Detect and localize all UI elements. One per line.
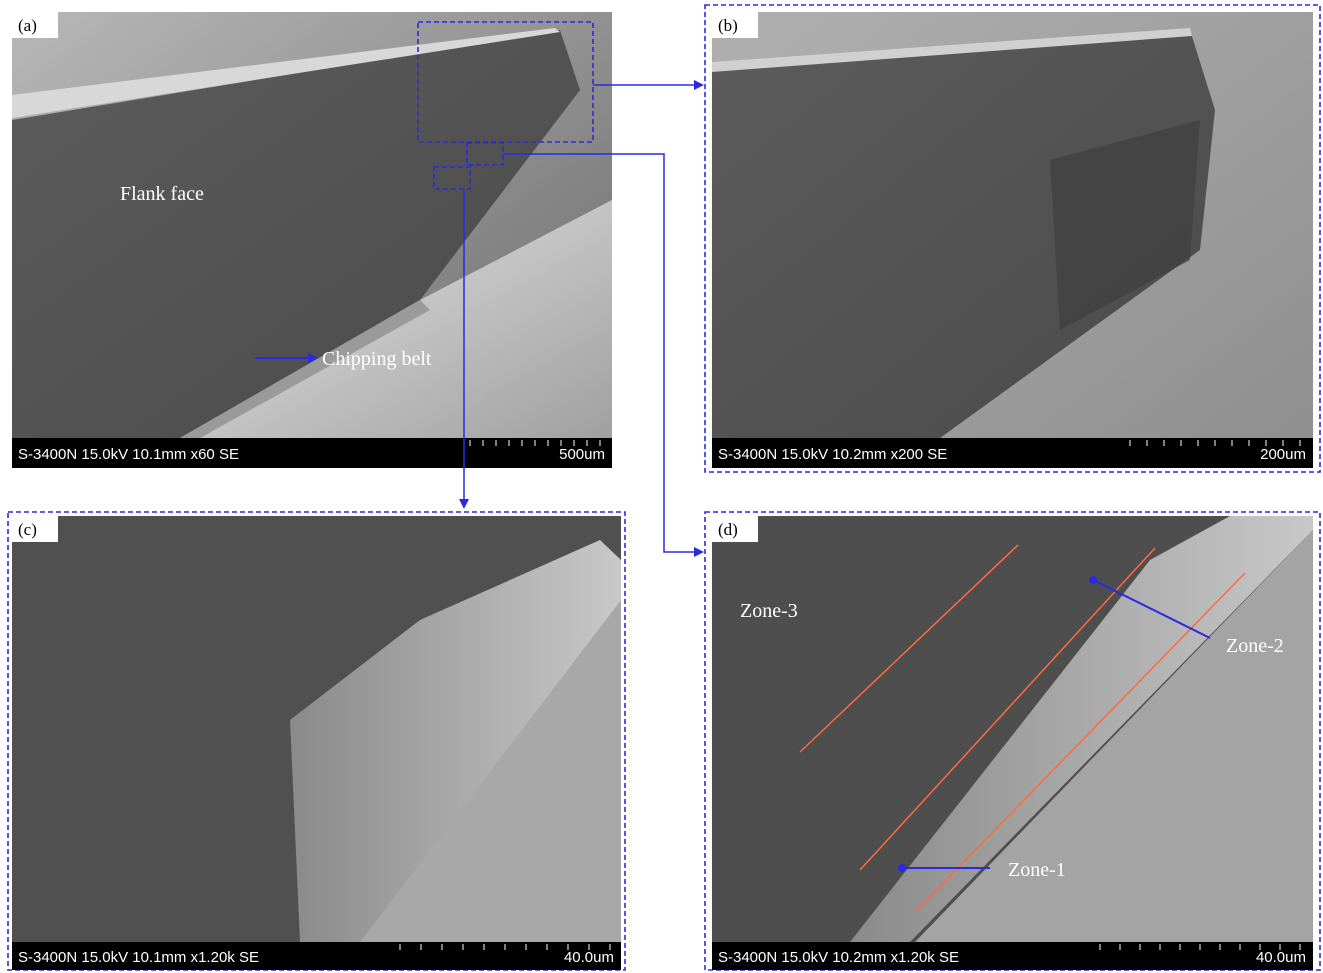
annotation: Zone-3 — [740, 600, 798, 622]
panel-label: (c) — [18, 520, 37, 539]
scale-label: 40.0um — [1256, 949, 1306, 966]
annotation: Zone-1 — [1008, 859, 1066, 881]
annotation: Flank face — [120, 183, 204, 205]
info-bar: S-3400N 15.0kV 10.2mm x200 SE — [718, 446, 947, 463]
panel-label: (d) — [718, 520, 738, 539]
page: (a) Flank face Chipping belt S-3400N 15.… — [0, 0, 1323, 973]
panel-label: (a) — [18, 16, 37, 35]
panel-a: (a) Flank face Chipping belt S-3400N 15.… — [12, 12, 612, 468]
info-bar: S-3400N 15.0kV 10.2mm x1.20k SE — [718, 949, 959, 966]
scale-label: 500um — [559, 446, 605, 463]
panel-c: (c) S-3400N 15.0kV 10.1mm x1.20k SE 40.0… — [8, 512, 625, 970]
scale-label: 200um — [1260, 446, 1306, 463]
figure: (a) Flank face Chipping belt S-3400N 15.… — [0, 0, 1323, 973]
panel-d: Zone-3 Zone-2 Zone-1 (d) S-3400N 15.0kV … — [705, 512, 1320, 970]
panel-label: (b) — [718, 16, 738, 35]
panel-b: (b) S-3400N 15.0kV 10.2mm x200 SE 200um — [705, 5, 1320, 472]
scale-label: 40.0um — [564, 949, 614, 966]
info-bar: S-3400N 15.0kV 10.1mm x1.20k SE — [18, 949, 259, 966]
info-bar: S-3400N 15.0kV 10.1mm x60 SE — [18, 446, 239, 463]
annotation: Zone-2 — [1226, 635, 1284, 657]
annotation: Chipping belt — [322, 348, 432, 370]
